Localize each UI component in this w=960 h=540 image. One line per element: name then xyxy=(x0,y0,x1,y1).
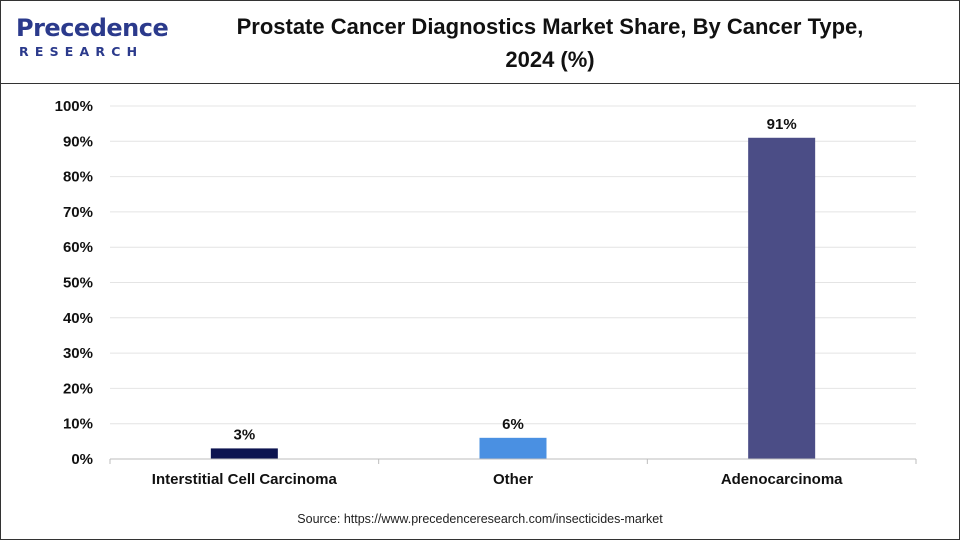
y-tick-label: 70% xyxy=(63,204,93,221)
y-tick-label: 30% xyxy=(63,345,93,362)
chart-title: Prostate Cancer Diagnostics Market Share… xyxy=(190,10,910,76)
x-category-label: Other xyxy=(493,471,533,488)
y-tick-label: 80% xyxy=(63,169,93,186)
data-label: 6% xyxy=(502,416,524,433)
precedence-research-logo: Precedence RESEARCH xyxy=(16,14,169,64)
data-label: 91% xyxy=(767,116,797,133)
x-axis: Interstitial Cell Carcinoma Other Adenocar… xyxy=(109,458,917,488)
y-tick-label: 90% xyxy=(63,133,93,150)
x-category-label: Interstitial Cell Carcinoma xyxy=(152,471,338,488)
header: Precedence RESEARCH Prostate Cancer Diag… xyxy=(0,0,960,84)
data-label: 3% xyxy=(233,426,255,443)
chart-title-line-1: Prostate Cancer Diagnostics Market Share… xyxy=(236,14,864,39)
source-note: Source: https://www.precedenceresearch.c… xyxy=(297,512,663,526)
y-axis-ticks: 0% 10% 20% 30% 40% 50% 60% 70% 80% 90% 100% xyxy=(55,98,93,468)
y-tick-label: 0% xyxy=(71,451,93,468)
bar xyxy=(748,137,816,459)
y-tick-label: 50% xyxy=(63,275,93,292)
y-tick-label: 20% xyxy=(63,380,93,397)
chart-title-line-2: 2024 (%) xyxy=(505,47,595,72)
bar xyxy=(210,448,278,459)
y-tick-label: 10% xyxy=(63,416,93,433)
bars: 3% 6% 91% xyxy=(210,116,816,459)
logo-wordmark: Precedence xyxy=(16,14,169,42)
y-tick-label: 100% xyxy=(55,98,93,115)
y-tick-label: 60% xyxy=(63,239,93,256)
bar xyxy=(479,437,547,459)
y-tick-label: 40% xyxy=(63,310,93,327)
x-category-label: Adenocarcinoma xyxy=(721,471,843,488)
logo-subtitle: RESEARCH xyxy=(19,44,144,59)
